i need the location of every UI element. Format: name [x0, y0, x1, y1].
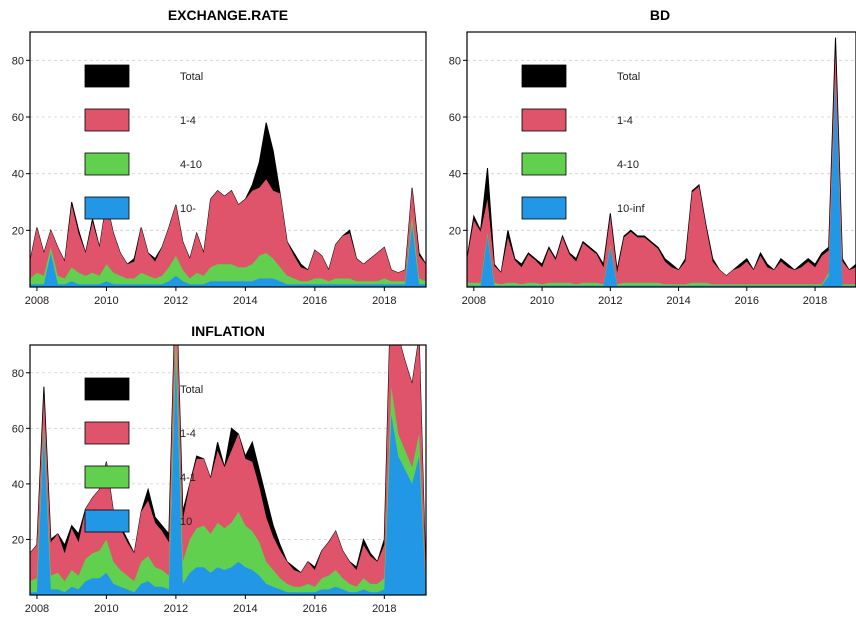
- y-tick-label: 40: [449, 169, 461, 181]
- chart-title: BD: [650, 7, 670, 23]
- legend-label: 4-10: [617, 159, 639, 171]
- legend-swatch: [84, 377, 130, 401]
- panel-inflation: INFLATION Total 1-4 4-1 10 20 40 60 80 2008 2010 20…: [12, 323, 427, 615]
- y-tick-label: 60: [12, 423, 24, 435]
- legend-swatch: [521, 64, 567, 88]
- legend-label: 10-: [180, 203, 196, 215]
- legend-swatch: [521, 152, 567, 176]
- plot-frame: [29, 344, 427, 596]
- legend-label: 1-4: [180, 115, 196, 127]
- x-tick-label: 2014: [233, 295, 257, 307]
- x-tick-label: 2016: [303, 603, 327, 615]
- legend-label: Total: [180, 71, 203, 83]
- legend-swatch: [84, 465, 130, 489]
- series-area-4-10: [30, 216, 426, 287]
- x-tick-label: 2016: [735, 295, 759, 307]
- y-tick-label: 80: [12, 368, 24, 380]
- x-tick-label: 2010: [94, 603, 118, 615]
- legend-label: 1-4: [617, 115, 633, 127]
- legend-label: 10-inf: [617, 203, 645, 215]
- x-tick-label: 2012: [598, 295, 622, 307]
- x-tick-label: 2018: [372, 603, 396, 615]
- x-tick-label: 2008: [25, 603, 49, 615]
- series-area-10-inf: [30, 358, 426, 595]
- panel-bd: BD Total 1-4 4-10 10-inf 20 40 60 80 2008 2010 2012…: [449, 7, 856, 307]
- y-tick-label: 80: [449, 55, 461, 67]
- legend-swatch: [84, 509, 130, 533]
- x-tick-label: 2016: [303, 295, 327, 307]
- legend-swatch: [521, 108, 567, 132]
- y-tick-label: 20: [12, 534, 24, 546]
- legend-swatch: [84, 108, 130, 132]
- legend-swatch: [84, 196, 130, 220]
- legend-label: 10: [180, 516, 192, 528]
- x-tick-label: 2008: [462, 295, 486, 307]
- x-tick-label: 2010: [530, 295, 554, 307]
- chart-title: EXCHANGE.RATE: [168, 7, 288, 23]
- plot-frame: [29, 31, 427, 288]
- legend-swatch: [521, 196, 567, 220]
- y-tick-label: 20: [12, 225, 24, 237]
- legend-label: Total: [617, 71, 640, 83]
- panel-exchange-rate: EXCHANGE.RATE Total 1-4 4-10 10- 20 40 60 80 2008…: [12, 7, 427, 307]
- series-area-1-4: [30, 179, 426, 287]
- legend-label: Total: [180, 384, 203, 396]
- area-layers: [30, 345, 426, 595]
- x-tick-label: 2014: [666, 295, 690, 307]
- x-tick-label: 2008: [25, 295, 49, 307]
- x-tick-label: 2010: [94, 295, 118, 307]
- y-tick-label: 20: [449, 225, 461, 237]
- legend-swatch: [84, 421, 130, 445]
- x-tick-label: 2018: [803, 295, 827, 307]
- legend-label: 1-4: [180, 428, 196, 440]
- y-tick-label: 40: [12, 169, 24, 181]
- legend-swatch: [84, 64, 130, 88]
- y-tick-label: 80: [12, 55, 24, 67]
- area-layers: [467, 37, 856, 287]
- y-tick-label: 60: [449, 112, 461, 124]
- x-tick-label: 2018: [372, 295, 396, 307]
- legend-label: 4-10: [180, 159, 202, 171]
- legend-label: 4-1: [180, 472, 196, 484]
- series-area-1-4: [467, 51, 856, 287]
- legend-swatch: [84, 152, 130, 176]
- x-tick-label: 2012: [164, 295, 188, 307]
- series-area-1-4: [30, 345, 426, 595]
- y-tick-label: 60: [12, 112, 24, 124]
- x-tick-label: 2012: [164, 603, 188, 615]
- plot-frame: [466, 31, 856, 288]
- chart-title: INFLATION: [191, 323, 265, 339]
- x-tick-label: 2014: [233, 603, 257, 615]
- y-tick-label: 40: [12, 479, 24, 491]
